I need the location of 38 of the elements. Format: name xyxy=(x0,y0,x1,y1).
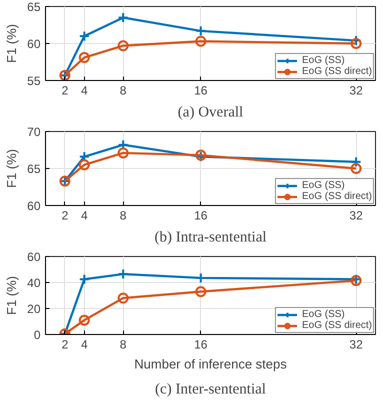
y-tick-label: 70 xyxy=(27,125,41,139)
x-axis-title: Number of inference steps xyxy=(134,356,288,372)
legend-label: EoG (SS) xyxy=(302,55,345,66)
y-tick-label: 65 xyxy=(27,162,41,176)
x-tick-label: 16 xyxy=(194,208,208,222)
legend-label: EoG (SS direct) xyxy=(302,66,372,77)
x-tick-label: 8 xyxy=(120,208,127,222)
x-tick-label: 32 xyxy=(349,338,364,352)
y-tick-label: 20 xyxy=(27,302,41,316)
y-tick-label: 60 xyxy=(27,37,41,51)
x-tick-label: 8 xyxy=(120,338,127,352)
y-tick-label: 65 xyxy=(27,0,41,14)
x-tick-label: 2 xyxy=(62,84,69,98)
text: (b) Intra-sentential xyxy=(154,230,267,246)
legend-label: EoG (SS direct) xyxy=(302,320,372,331)
x-tick-label: 2 xyxy=(62,338,69,352)
y-tick-label: 55 xyxy=(27,74,41,88)
x-tick-label: 32 xyxy=(349,84,364,98)
legend-label: EoG (SS) xyxy=(302,309,345,320)
y-axis-title: F1 (%) xyxy=(4,149,20,188)
y-tick-label: 40 xyxy=(27,276,41,290)
y-tick-label: 60 xyxy=(27,199,41,213)
text: (a) Overall xyxy=(178,104,244,120)
x-tick-label: 4 xyxy=(80,338,88,352)
x-tick-label: 16 xyxy=(194,338,208,352)
x-tick-label: 4 xyxy=(80,208,88,222)
legend-label: EoG (SS direct) xyxy=(302,191,372,202)
x-tick-label: 16 xyxy=(194,84,208,98)
legend-label: EoG (SS) xyxy=(302,180,345,191)
y-axis-title: F1 (%) xyxy=(4,276,20,315)
text: (c) Inter-sentential xyxy=(155,382,266,398)
y-axis-title: F1 (%) xyxy=(4,24,20,63)
x-tick-label: 2 xyxy=(62,208,69,222)
x-tick-label: 8 xyxy=(120,84,127,98)
y-tick-label: 0 xyxy=(34,328,41,342)
x-tick-label: 4 xyxy=(80,84,88,98)
y-tick-label: 60 xyxy=(27,250,41,264)
x-tick-label: 32 xyxy=(349,208,364,222)
